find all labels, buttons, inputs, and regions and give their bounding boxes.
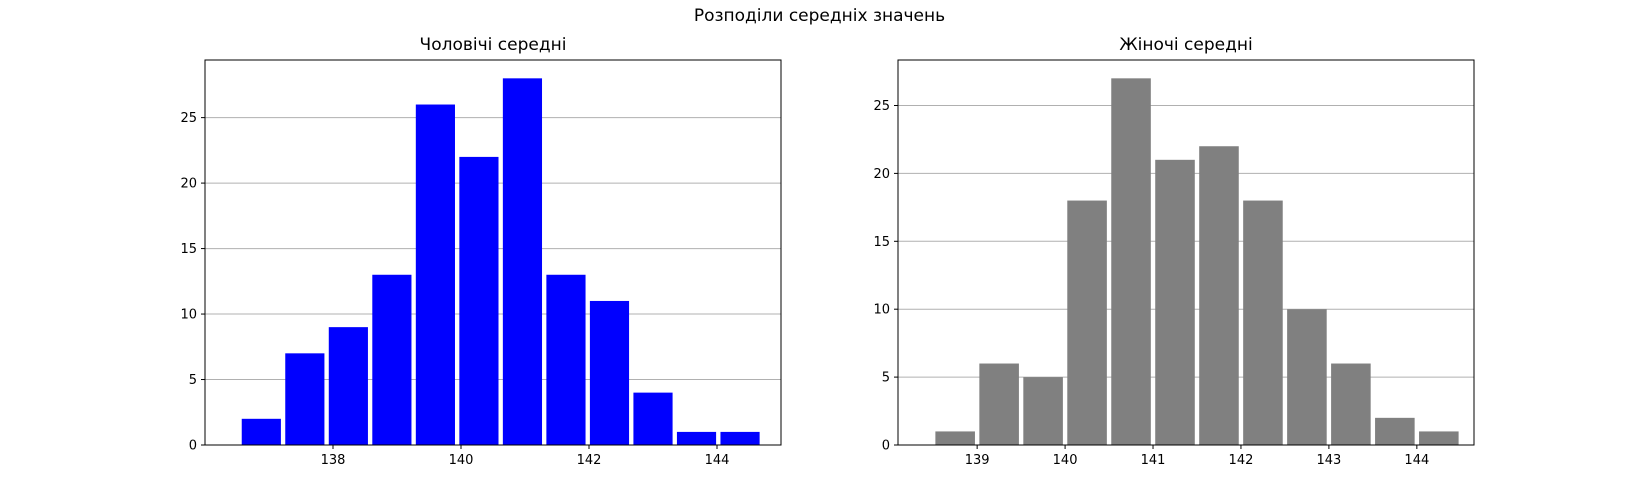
female-histogram-bar bbox=[1375, 417, 1415, 445]
male-ytick-label: 5 bbox=[189, 373, 197, 388]
male-ytick-label: 20 bbox=[180, 177, 197, 192]
female-ytick-label: 5 bbox=[882, 371, 890, 386]
female-means-title: Жіночі середні bbox=[1119, 35, 1252, 55]
female-histogram-bar bbox=[1023, 377, 1063, 445]
female-histogram-bar bbox=[1243, 200, 1283, 445]
female-ytick-label: 25 bbox=[873, 99, 890, 114]
male-histogram-bar bbox=[285, 353, 325, 445]
male-ytick-label: 25 bbox=[180, 111, 197, 126]
female-xtick-label: 139 bbox=[965, 453, 990, 468]
female-means-panel: Жіночі середні 0 5 10 15 20 25 139 140 141 142 143… bbox=[873, 35, 1475, 468]
female-xtick-label: 141 bbox=[1141, 453, 1166, 468]
female-histogram-bar bbox=[1331, 363, 1371, 445]
female-histogram-bar bbox=[1155, 159, 1195, 445]
female-histogram-bar bbox=[1199, 146, 1239, 446]
male-histogram-bar bbox=[720, 431, 760, 445]
male-ytick-label: 15 bbox=[180, 242, 197, 257]
male-histogram-bar bbox=[241, 418, 281, 445]
male-histogram-bar bbox=[546, 274, 586, 445]
female-means-plot-frame bbox=[897, 59, 1475, 446]
female-histogram-bar bbox=[1287, 309, 1327, 445]
female-ytick-label: 15 bbox=[873, 235, 890, 250]
female-ytick-label: 10 bbox=[873, 303, 890, 318]
male-histogram-bar bbox=[676, 431, 717, 445]
male-histogram-bar bbox=[415, 104, 455, 446]
male-ytick-label: 0 bbox=[189, 439, 197, 454]
male-means-panel: Чоловічі середні 0 5 10 15 20 25 138 140 142 144 bbox=[180, 35, 782, 468]
figure-title: Розподіли середніх значень bbox=[693, 6, 946, 26]
male-xtick-label: 138 bbox=[321, 453, 346, 468]
male-xtick-label: 140 bbox=[449, 453, 474, 468]
female-ytick-label: 0 bbox=[882, 439, 890, 454]
female-xtick-label: 144 bbox=[1404, 453, 1429, 468]
female-xtick-label: 140 bbox=[1053, 453, 1078, 468]
male-histogram-bar bbox=[502, 78, 543, 445]
male-histogram-bar bbox=[372, 274, 412, 445]
male-histogram-bar bbox=[459, 156, 499, 445]
male-means-title: Чоловічі середні bbox=[420, 35, 567, 55]
female-histogram-bar bbox=[979, 363, 1019, 445]
male-xtick-label: 144 bbox=[705, 453, 730, 468]
female-histogram-bar bbox=[1067, 200, 1107, 445]
male-xtick-label: 142 bbox=[577, 453, 602, 468]
female-ytick-label: 20 bbox=[873, 167, 890, 182]
female-histogram-bar bbox=[935, 431, 975, 445]
male-ytick-label: 10 bbox=[180, 308, 197, 323]
male-histogram-bar bbox=[589, 300, 630, 445]
male-means-plot-frame bbox=[204, 59, 782, 446]
female-histogram-bar bbox=[1111, 78, 1151, 445]
male-histogram-bar bbox=[633, 392, 673, 445]
male-histogram-bar bbox=[328, 327, 368, 445]
female-xtick-label: 142 bbox=[1229, 453, 1254, 468]
female-xtick-label: 143 bbox=[1316, 453, 1341, 468]
female-histogram-bar bbox=[1419, 431, 1459, 445]
